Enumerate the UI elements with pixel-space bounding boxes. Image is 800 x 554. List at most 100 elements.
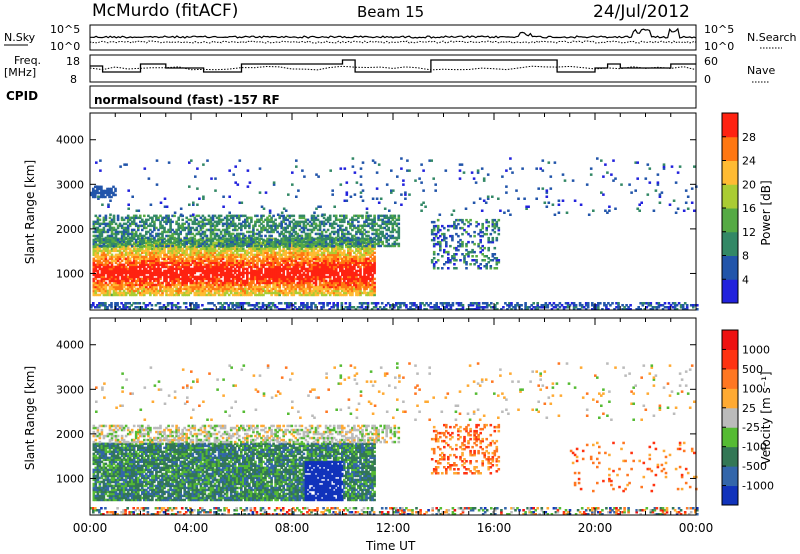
power-cell [163, 247, 166, 251]
power-cell [179, 289, 182, 293]
power-cell [264, 273, 267, 277]
power-cell [130, 222, 134, 226]
power-cell [397, 222, 401, 226]
power-cell [373, 245, 376, 249]
power-cell [205, 267, 209, 271]
power-cell [310, 257, 314, 261]
power-cell [118, 265, 122, 269]
power-cell [102, 249, 106, 253]
power-cell [467, 250, 470, 254]
power-cell [316, 273, 320, 277]
power-cell [296, 251, 300, 255]
power-cell [347, 251, 350, 255]
power-cell [104, 291, 108, 295]
power-cell [205, 236, 209, 240]
cpid-label: CPID [6, 89, 38, 103]
power-cell [330, 238, 334, 242]
power-cell [349, 275, 352, 279]
power-cell [177, 291, 180, 295]
power-cell [157, 216, 160, 220]
power-cell [242, 232, 245, 236]
power-cell [147, 265, 150, 269]
power-cell [282, 220, 285, 224]
power-cell [126, 253, 130, 257]
power-cell [262, 273, 265, 277]
power-cell [92, 279, 96, 283]
power-cell [367, 269, 370, 273]
power-cell [153, 247, 156, 251]
power-cell [324, 218, 328, 222]
power-cell [339, 253, 342, 257]
power-cell [238, 255, 241, 259]
power-cell [203, 247, 207, 251]
power-cell [189, 275, 193, 279]
power-cell [436, 267, 440, 270]
power-cell [308, 234, 312, 238]
power-cell [264, 281, 267, 285]
power-cell [282, 257, 285, 261]
power-cell [171, 271, 174, 275]
power-cell [197, 257, 201, 261]
power-cell [463, 257, 466, 260]
power-cell [221, 293, 225, 297]
power-cell [181, 281, 184, 285]
power-cell [153, 273, 156, 277]
power-cell [328, 259, 332, 263]
power-cell [310, 279, 314, 283]
power-cell [357, 263, 360, 267]
power-cell [149, 291, 152, 295]
power-cell [207, 251, 211, 255]
power-cell [266, 242, 269, 246]
power-cell [155, 263, 158, 267]
power-cell [363, 291, 366, 295]
power-cell [367, 281, 370, 285]
power-cell [145, 255, 148, 259]
power-cell [96, 234, 100, 238]
power-cell [290, 253, 294, 257]
power-cell [137, 287, 140, 291]
power-cell [343, 287, 346, 291]
power-cell [250, 216, 253, 220]
power-cell [134, 263, 138, 267]
power-cell [132, 255, 136, 259]
power-cell [163, 249, 166, 253]
power-cell [235, 255, 239, 259]
power-cell [312, 271, 316, 275]
power-cell [288, 259, 292, 263]
power-cell [118, 243, 122, 247]
power-cell [167, 293, 170, 297]
power-cell [365, 267, 368, 271]
power-cell [302, 259, 306, 263]
power-cell [434, 242, 438, 246]
power-cell [272, 240, 275, 244]
power-cell [256, 267, 259, 271]
power-cell [292, 263, 296, 267]
power-cell [153, 226, 156, 230]
power-cell [246, 279, 249, 283]
power-cell [357, 226, 360, 230]
power-cell [185, 247, 188, 251]
power-cell [276, 271, 279, 275]
power-cell [300, 263, 304, 267]
power-cell [165, 244, 168, 248]
power-cell [347, 259, 350, 263]
power-cell [334, 291, 338, 295]
power-cell [377, 234, 380, 238]
power-cell [244, 261, 247, 265]
power-cell [114, 271, 118, 275]
power-cell [185, 285, 188, 289]
power-cell [387, 244, 390, 248]
power-cell [266, 263, 269, 267]
power-cell [355, 230, 358, 234]
power-cell [159, 287, 162, 291]
power-cell [286, 269, 289, 273]
power-cell [114, 247, 118, 251]
power-cell [221, 265, 225, 269]
power-cell [139, 214, 142, 218]
power-cell [262, 279, 265, 283]
power-cell [244, 253, 247, 257]
power-cell [106, 247, 110, 251]
power-cell [92, 245, 96, 249]
power-cell [187, 287, 191, 291]
power-cell [219, 249, 223, 253]
